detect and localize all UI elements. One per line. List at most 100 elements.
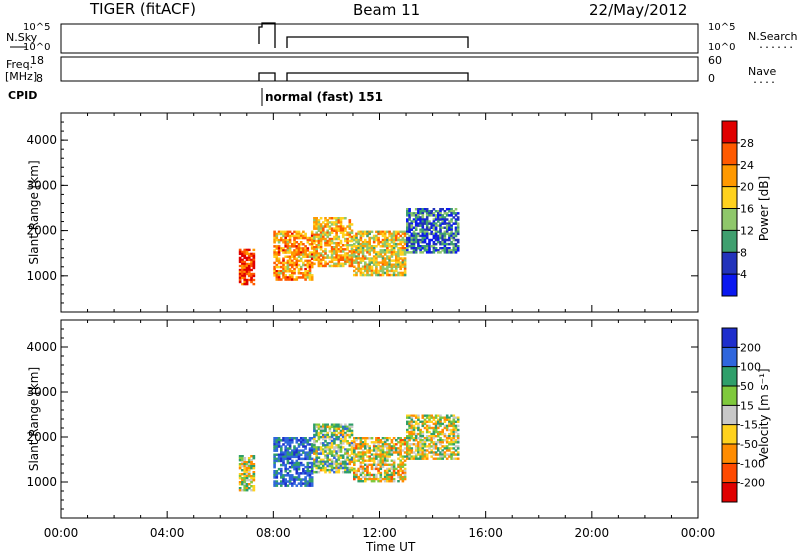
velocity-cell-r1	[288, 470, 292, 473]
velocity-cell-r4	[421, 443, 425, 446]
velocity-cell-r1	[288, 445, 292, 448]
velocity-cell-r3	[379, 465, 383, 468]
velocity-cell-r2	[326, 425, 329, 429]
velocity-cell-r4	[443, 439, 447, 442]
velocity-cell-r4	[445, 414, 449, 417]
velocity-cell-r4	[439, 432, 442, 436]
velocity-cell-r4	[419, 430, 422, 434]
power-cell-r0	[241, 266, 244, 270]
power-cell-r2	[319, 229, 323, 232]
power-cell-r3	[353, 255, 356, 258]
power-cell-r3	[379, 251, 383, 254]
velocity-cell-r4	[450, 457, 453, 460]
power-cell-r3	[392, 273, 396, 277]
power-cell-r3	[390, 240, 394, 244]
velocity-cell-r2	[313, 433, 316, 437]
power-cell-r0	[243, 256, 247, 260]
power-cell-r3	[397, 259, 400, 262]
power-cell-r2	[348, 260, 352, 264]
velocity-cell-r2	[348, 448, 352, 451]
velocity-cell-r4	[441, 416, 444, 419]
power-cell-r3	[366, 263, 369, 266]
power-colorbar-tick-label: 28	[740, 137, 754, 150]
power-cell-r2	[322, 229, 325, 232]
power-cell-r3	[361, 247, 365, 250]
power-cell-r0	[252, 258, 256, 262]
velocity-cell-r0	[245, 477, 249, 480]
power-cell-r4	[452, 242, 456, 246]
velocity-cell-r4	[425, 439, 429, 442]
velocity-cell-r4	[445, 449, 449, 452]
velocity-cell-r2	[337, 446, 341, 449]
velocity-cell-r1	[291, 453, 294, 456]
power-cell-r3	[399, 238, 402, 242]
power-cell-r3	[399, 265, 402, 268]
power-cell-r1	[277, 274, 281, 277]
velocity-cell-r4	[437, 414, 440, 417]
velocity-cell-r0	[252, 475, 256, 478]
power-cell-r2	[341, 233, 345, 237]
power-cell-r2	[335, 219, 338, 222]
velocity-cell-r2	[313, 444, 316, 447]
velocity-cell-r4	[452, 422, 456, 426]
velocity-cell-r1	[273, 465, 276, 469]
velocity-cell-r4	[450, 414, 453, 417]
velocity-cell-r3	[355, 447, 358, 450]
power-cell-r2	[339, 239, 343, 243]
velocity-cell-r3	[372, 477, 376, 481]
velocity-cell-r4	[406, 447, 409, 450]
power-cell-r4	[456, 238, 460, 242]
power-cell-r3	[397, 265, 400, 268]
velocity-cell-r4	[448, 441, 451, 444]
velocity-cell-r1	[275, 443, 279, 446]
velocity-cell-r2	[315, 440, 318, 443]
velocity-cell-r4	[432, 453, 436, 456]
velocity-cell-r0	[243, 475, 247, 478]
velocity-cell-r4	[450, 420, 453, 423]
velocity-cell-r1	[288, 451, 292, 454]
velocity-cell-r1	[277, 467, 281, 471]
velocity-cell-r1	[293, 445, 296, 448]
velocity-cell-r3	[381, 463, 385, 466]
velocity-cell-r0	[247, 483, 251, 486]
power-cell-r2	[335, 231, 338, 234]
velocity-cell-r4	[445, 426, 449, 430]
power-cell-r3	[390, 234, 394, 238]
velocity-cell-r2	[348, 435, 352, 439]
velocity-cell-r1	[291, 465, 294, 469]
velocity-cell-r1	[310, 447, 314, 450]
power-cell-r2	[335, 252, 338, 255]
power-cell-r3	[355, 257, 358, 260]
power-cell-r2	[346, 258, 349, 261]
velocity-cell-r1	[297, 455, 301, 459]
power-cell-r4	[441, 236, 444, 240]
power-cell-r2	[339, 246, 343, 249]
velocity-cell-r2	[319, 458, 323, 462]
power-cell-r1	[299, 253, 303, 256]
power-cell-r1	[291, 255, 294, 258]
power-cell-r4	[410, 232, 414, 236]
velocity-cell-r1	[286, 449, 290, 452]
velocity-colorbar-tick-label: 15	[740, 399, 754, 412]
velocity-cell-r3	[370, 457, 374, 460]
power-cell-r4	[412, 242, 416, 246]
velocity-cell-r1	[284, 447, 287, 450]
power-cell-r3	[379, 267, 383, 271]
power-cell-r3	[401, 249, 405, 252]
velocity-cell-r3	[364, 467, 367, 471]
power-cell-r3	[388, 245, 391, 248]
power-cell-r1	[299, 249, 303, 252]
velocity-cell-r4	[419, 420, 422, 423]
velocity-cell-r1	[280, 476, 283, 479]
power-cell-r1	[291, 276, 294, 279]
velocity-cell-r4	[410, 420, 414, 423]
velocity-cell-r4	[432, 445, 436, 448]
velocity-cell-r2	[339, 425, 343, 429]
power-cell-r3	[386, 263, 389, 266]
velocity-cell-r4	[406, 457, 409, 460]
velocity-cell-r4	[439, 418, 442, 421]
power-cell-r2	[319, 237, 323, 241]
power-cell-r1	[282, 238, 285, 242]
velocity-cell-r1	[293, 480, 296, 483]
power-cell-r4	[437, 224, 440, 227]
